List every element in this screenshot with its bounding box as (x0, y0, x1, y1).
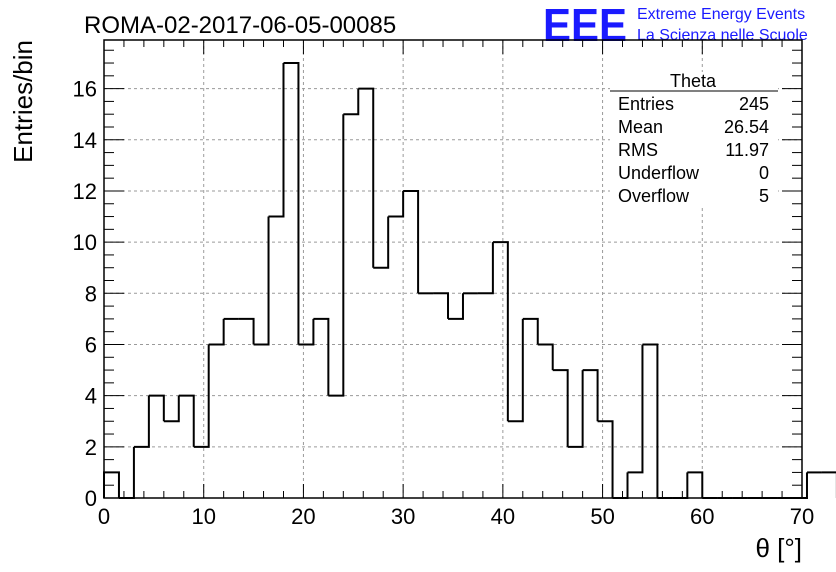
histogram-bin (253, 216, 270, 346)
histogram-bin (148, 394, 165, 422)
stats-underflow-value: 0 (759, 163, 769, 183)
stats-rms-value: 11.97 (725, 140, 769, 160)
histogram-bin (627, 344, 644, 474)
stats-box: Theta Entries 245 Mean 26.54 RMS 11.97 U… (610, 71, 778, 206)
histogram-bin (492, 241, 509, 422)
x-tick-label: 20 (291, 504, 315, 529)
histogram-bin (208, 318, 225, 346)
histogram-bin (507, 318, 524, 423)
stats-mean-value: 26.54 (724, 117, 769, 137)
stats-overflow-value: 5 (759, 186, 769, 206)
y-tick-label: 2 (85, 435, 97, 460)
stats-overflow-label: Overflow (618, 186, 690, 206)
y-tick-label: 8 (85, 281, 97, 306)
histogram-bin (343, 88, 360, 116)
y-tick-label: 0 (85, 486, 97, 511)
histogram-bin (642, 343, 659, 498)
histogram-bin (597, 420, 614, 498)
histogram-bin (388, 190, 405, 218)
x-tick-label: 60 (690, 504, 714, 529)
x-tick-label: 30 (391, 504, 415, 529)
histogram-bin (448, 293, 464, 320)
histogram-bin (687, 471, 704, 498)
histogram-bin (328, 114, 345, 397)
x-tick-label: 40 (491, 504, 515, 529)
stats-box-title: Theta (670, 71, 717, 91)
x-tick-label: 50 (590, 504, 614, 529)
chart-title: ROMA-02-2017-06-05-00085 (84, 12, 396, 39)
x-axis-title: θ [°] (755, 533, 802, 563)
x-tick-label: 70 (790, 504, 814, 529)
y-tick-label: 4 (85, 384, 97, 409)
histogram-bin (133, 395, 150, 448)
x-tick-label: 10 (191, 504, 215, 529)
logo-line-1: Extreme Energy Events (637, 6, 805, 23)
histogram-bin (373, 216, 390, 269)
logo-mark: EEE (543, 0, 627, 51)
histogram-bin (567, 370, 584, 448)
histogram-bin (358, 87, 375, 268)
y-tick-label: 14 (73, 128, 97, 153)
histogram-bin (537, 343, 554, 371)
y-axis-title: Entries/bin (8, 40, 38, 163)
x-tick-label: 0 (98, 504, 110, 529)
y-tick-label: 12 (73, 179, 97, 204)
stats-underflow-label: Underflow (618, 163, 700, 183)
plot-frame (103, 39, 803, 499)
histogram-bin (477, 242, 494, 295)
histogram-bin (522, 317, 539, 345)
histogram-bin (268, 63, 285, 218)
stats-box-background (610, 72, 778, 206)
histogram-bin (283, 62, 300, 345)
stats-entries-label: Entries (618, 94, 674, 114)
histogram-bin (403, 189, 420, 294)
stats-entries-value: 245 (739, 94, 769, 114)
histogram-bin (238, 317, 255, 345)
histogram-bin (433, 292, 450, 319)
stats-mean-label: Mean (618, 117, 663, 137)
histogram-bin (118, 446, 135, 499)
y-tick-label: 6 (85, 332, 97, 357)
axis-ticks (103, 40, 803, 499)
histogram-bin (612, 472, 629, 499)
histogram-bin (298, 318, 315, 346)
histogram-bin (582, 369, 599, 422)
histogram-bin (163, 395, 180, 423)
y-tick-label: 10 (73, 230, 97, 255)
y-tick-label: 16 (73, 77, 97, 102)
histogram-bin (821, 471, 836, 498)
histogram-bin (672, 472, 689, 499)
histogram-bin (552, 369, 569, 447)
histogram-series (103, 62, 836, 499)
histogram-bin (193, 344, 210, 448)
histogram-bin (313, 317, 330, 396)
stats-rms-label: RMS (618, 140, 658, 160)
histogram-bin (178, 394, 195, 447)
